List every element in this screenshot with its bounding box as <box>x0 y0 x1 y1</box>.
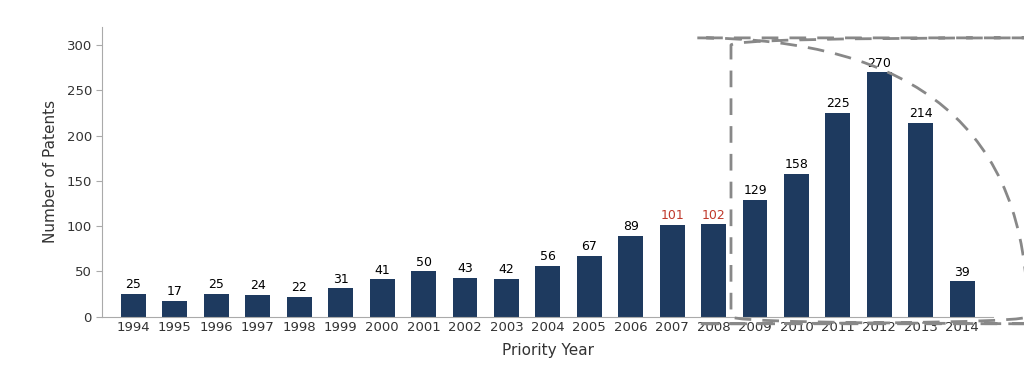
Text: 17: 17 <box>167 285 183 298</box>
Bar <box>908 123 933 317</box>
Bar <box>411 271 436 317</box>
Bar <box>659 225 685 317</box>
Text: 214: 214 <box>909 107 933 120</box>
Bar <box>701 224 726 317</box>
Y-axis label: Number of Patents: Number of Patents <box>43 100 58 243</box>
Text: 42: 42 <box>499 263 514 276</box>
Text: 24: 24 <box>250 279 265 292</box>
Bar <box>784 174 809 317</box>
Text: 129: 129 <box>743 184 767 197</box>
Text: 158: 158 <box>784 158 808 171</box>
Text: 102: 102 <box>701 208 725 222</box>
Bar <box>204 294 228 317</box>
Bar <box>370 279 394 317</box>
Text: 270: 270 <box>867 56 891 69</box>
Bar <box>742 200 767 317</box>
Text: 22: 22 <box>292 281 307 294</box>
Text: 25: 25 <box>209 278 224 291</box>
Bar <box>163 301 187 317</box>
Text: 39: 39 <box>954 266 970 279</box>
Text: 67: 67 <box>582 240 597 253</box>
Bar <box>867 72 892 317</box>
Text: 43: 43 <box>457 262 473 275</box>
Bar <box>121 294 145 317</box>
Bar <box>950 281 975 317</box>
Text: 50: 50 <box>416 256 431 269</box>
Bar <box>825 113 850 317</box>
Bar <box>577 256 602 317</box>
Bar <box>329 288 353 317</box>
Bar <box>246 295 270 317</box>
Text: 31: 31 <box>333 273 348 286</box>
Text: 225: 225 <box>826 97 850 110</box>
Bar <box>618 236 643 317</box>
Text: 41: 41 <box>374 264 390 277</box>
Bar <box>287 296 311 317</box>
Text: 25: 25 <box>126 278 141 291</box>
Text: 89: 89 <box>623 220 639 233</box>
Text: 56: 56 <box>540 250 556 263</box>
Bar <box>494 279 519 317</box>
X-axis label: Priority Year: Priority Year <box>502 343 594 358</box>
Bar <box>453 278 477 317</box>
Bar <box>536 266 560 317</box>
Text: 101: 101 <box>660 210 684 222</box>
